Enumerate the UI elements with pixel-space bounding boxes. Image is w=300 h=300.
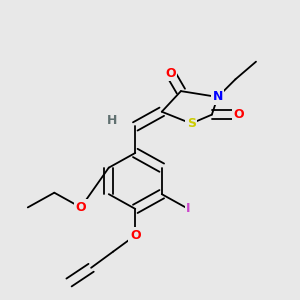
Text: N: N (212, 91, 223, 103)
Text: O: O (233, 108, 244, 121)
Text: H: H (106, 114, 117, 127)
Text: I: I (186, 202, 190, 215)
Text: O: O (130, 229, 141, 242)
Text: O: O (165, 67, 176, 80)
Text: S: S (187, 117, 196, 130)
Text: O: O (76, 201, 86, 214)
Text: H: H (106, 114, 117, 127)
